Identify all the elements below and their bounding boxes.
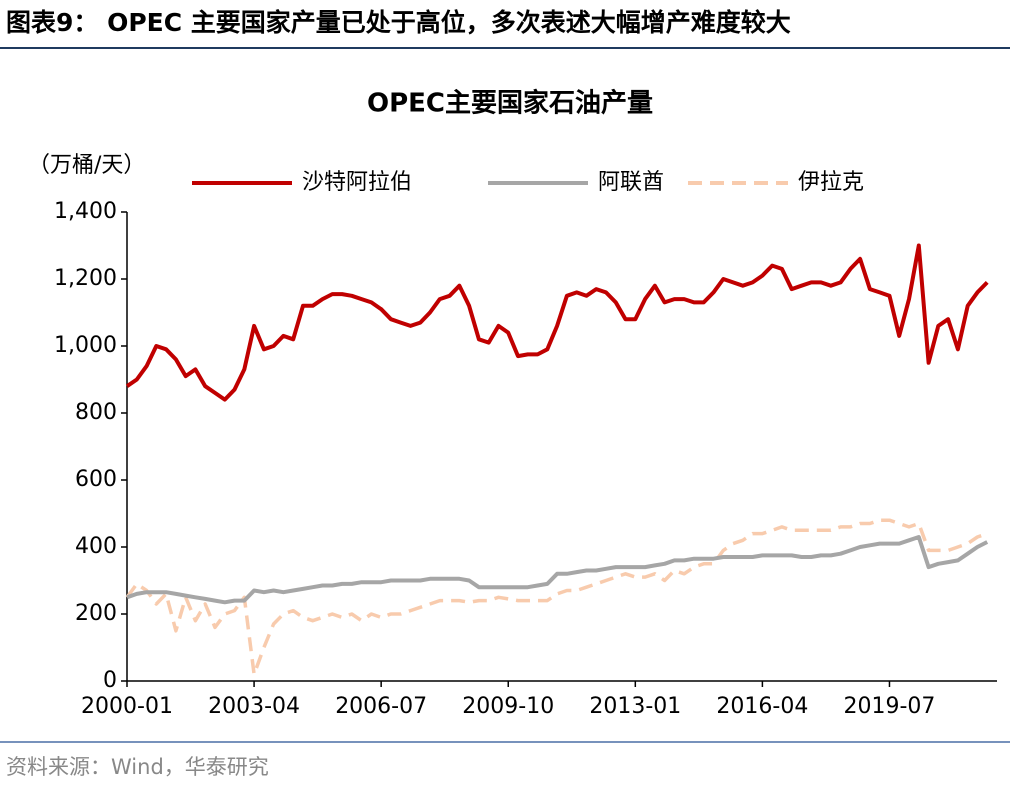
series-line (126, 535, 989, 605)
x-tick-label: 2009-10 (462, 694, 554, 719)
series-line (125, 243, 989, 402)
y-tick-label: 800 (75, 400, 117, 425)
x-tick-label: 2000-01 (81, 694, 173, 719)
x-tick-label: 2019-07 (844, 694, 936, 719)
x-tick-label: 2003-04 (208, 694, 300, 719)
y-tick-label: 0 (103, 668, 117, 693)
y-tick-label: 1,400 (54, 199, 117, 224)
y-tick-label: 1,000 (54, 333, 117, 358)
series-line (125, 518, 988, 677)
x-tick-label: 2013-01 (589, 694, 681, 719)
y-tick-label: 200 (75, 601, 117, 626)
y-tick-label: 1,200 (54, 266, 117, 291)
y-tick-label: 600 (75, 467, 117, 492)
source: 资料来源：Wind，华泰研究 (6, 755, 269, 779)
legend-label: 伊拉克 (798, 170, 864, 195)
x-tick-label: 2016-04 (716, 694, 808, 719)
header: 图表9： OPEC 主要国家产量已处于高位，多次表述大幅增产难度较大 (6, 8, 791, 37)
y-unit: （万桶/天） (28, 153, 145, 178)
legend-label: 沙特阿拉伯 (302, 170, 412, 195)
y-tick-label: 400 (75, 534, 117, 559)
chart-title: OPEC主要国家石油产量 (367, 88, 653, 119)
legend-label: 阿联酋 (598, 170, 664, 195)
x-tick-label: 2006-07 (335, 694, 427, 719)
